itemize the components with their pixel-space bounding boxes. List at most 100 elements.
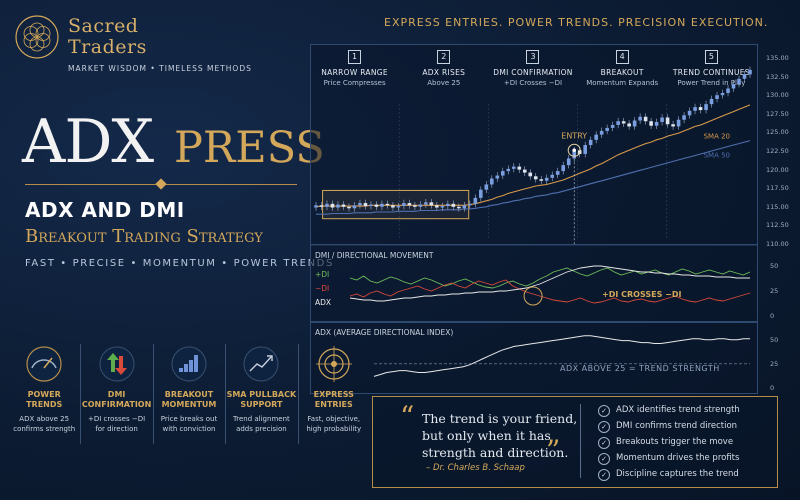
- candle: [665, 117, 670, 125]
- candle: [649, 121, 653, 126]
- arrow-up: [106, 353, 119, 372]
- candle: [517, 166, 522, 170]
- feature-title: BREAKOUT MOMENTUM: [161, 390, 217, 409]
- candle: [511, 166, 516, 169]
- candle: [555, 171, 560, 175]
- step-number: 3: [526, 50, 540, 64]
- candle: [737, 78, 741, 85]
- check-circle-icon: ✓: [598, 469, 610, 481]
- step-title: DMI CONFIRMATION: [493, 68, 573, 77]
- candle: [500, 171, 505, 176]
- candle: [352, 205, 357, 209]
- arrows-icon: [99, 346, 135, 382]
- candle: [369, 204, 373, 207]
- feature-2: DMI CONFIRMATION +DI crosses −DI for dire…: [80, 338, 152, 450]
- price-tick-label: 127.50: [766, 109, 789, 118]
- candle: [330, 203, 335, 208]
- step-title: TREND CONTINUES: [672, 68, 750, 77]
- price-tick-label: 132.50: [766, 72, 789, 81]
- candle: [550, 174, 555, 178]
- candle: [621, 121, 626, 124]
- candle: [632, 120, 637, 127]
- candle: [720, 92, 725, 96]
- candle: [489, 178, 494, 185]
- candle: [676, 119, 681, 127]
- bar: [183, 364, 188, 372]
- candle: [704, 104, 708, 111]
- feature-5: EXPRESS ENTRIES Fast, objective, high pro…: [298, 338, 370, 450]
- check-circle-icon: ✓: [598, 437, 610, 449]
- candle: [539, 179, 544, 181]
- price-tick-label: 125.00: [766, 128, 789, 137]
- adx-tick-label: 0: [770, 384, 775, 392]
- quote-line1: The trend is your friend,: [422, 411, 578, 426]
- step-2: 2 ADX RISES Above 25: [399, 50, 488, 92]
- candle: [396, 206, 401, 208]
- step-subtitle: Price Compresses: [323, 79, 386, 87]
- step-subtitle: Power Trend in Play: [677, 79, 746, 87]
- hero-keywords: FAST • PRECISE • MOMENTUM • POWER TRENDS: [25, 258, 334, 269]
- banner-text: EXPRESS ENTRIES. POWER TRENDS. PRECISION…: [384, 16, 769, 29]
- quote-line3: strength and direction.: [422, 445, 569, 460]
- adx-y-axis: 50 25 0: [764, 322, 800, 392]
- hero-strategy: Breakout Trading Strategy: [25, 226, 263, 247]
- candle: [380, 203, 384, 207]
- candle: [643, 116, 648, 122]
- feature-divider: [225, 344, 227, 444]
- candle: [479, 189, 483, 198]
- bar: [178, 368, 183, 372]
- entry-marker: [567, 143, 581, 157]
- price-tick-label: 110.00: [766, 240, 789, 248]
- candle: [742, 74, 747, 79]
- candle: [522, 169, 527, 173]
- gauge-ring: [26, 346, 62, 382]
- checklist-item: ✓ ADX identifies trend strength: [598, 404, 774, 418]
- candle: [616, 121, 620, 125]
- candle: [413, 205, 417, 207]
- hero-press: PRESS: [174, 123, 325, 173]
- adx-panel: [310, 322, 758, 394]
- candle: [698, 107, 703, 111]
- bar: [193, 355, 198, 372]
- candle: [325, 203, 329, 207]
- dmi-series-line: [349, 279, 751, 304]
- candle: [358, 203, 362, 206]
- candle: [583, 145, 587, 154]
- candle: [484, 184, 489, 190]
- step-number: 4: [615, 50, 629, 64]
- candle: [638, 116, 642, 121]
- candle: [341, 204, 346, 207]
- dmi-legend-plus: +DI: [315, 270, 330, 279]
- candle: [544, 177, 549, 181]
- step-4: 4 BREAKOUT Momentum Expands: [578, 50, 667, 92]
- candle: [429, 202, 434, 206]
- adx-title: ADX (AVERAGE DIRECTIONAL INDEX): [315, 328, 454, 337]
- dmi-tick-label: 0: [770, 312, 775, 320]
- bars-icon: [171, 346, 207, 382]
- dmi-series-line: [349, 265, 750, 302]
- checklist: ✓ ADX identifies trend strength ✓ DMI confi…: [598, 404, 774, 484]
- dmi-legend-adx: ADX: [315, 298, 332, 307]
- candle: [418, 204, 423, 207]
- open-quote-icon: “: [400, 400, 415, 433]
- check-circle-icon: ✓: [598, 453, 610, 465]
- sma50-label: SMA 50: [704, 152, 730, 160]
- checklist-item: ✓ Breakouts trigger the move: [598, 436, 774, 450]
- hero-adx: ADX: [22, 107, 154, 177]
- dmi-legend-minus: −DI: [315, 284, 330, 293]
- brand-line1: Sacred: [68, 15, 139, 37]
- check-circle-icon: ✓: [598, 405, 610, 417]
- sacred-geometry-logo: [15, 15, 59, 59]
- step-title: BREAKOUT: [600, 68, 644, 77]
- check-circle-icon: ✓: [598, 421, 610, 433]
- candle: [693, 107, 697, 111]
- dmi-cross-marker: [523, 286, 543, 306]
- sma-line-50: [316, 140, 751, 215]
- candle: [566, 158, 571, 166]
- feature-desc: +DI crosses −DI for direction: [87, 415, 146, 433]
- candle: [374, 204, 379, 207]
- candle: [457, 206, 461, 209]
- trend-arrowhead: [267, 355, 274, 361]
- dmi-title: DMI / DIRECTIONAL MOVEMENT: [315, 251, 434, 260]
